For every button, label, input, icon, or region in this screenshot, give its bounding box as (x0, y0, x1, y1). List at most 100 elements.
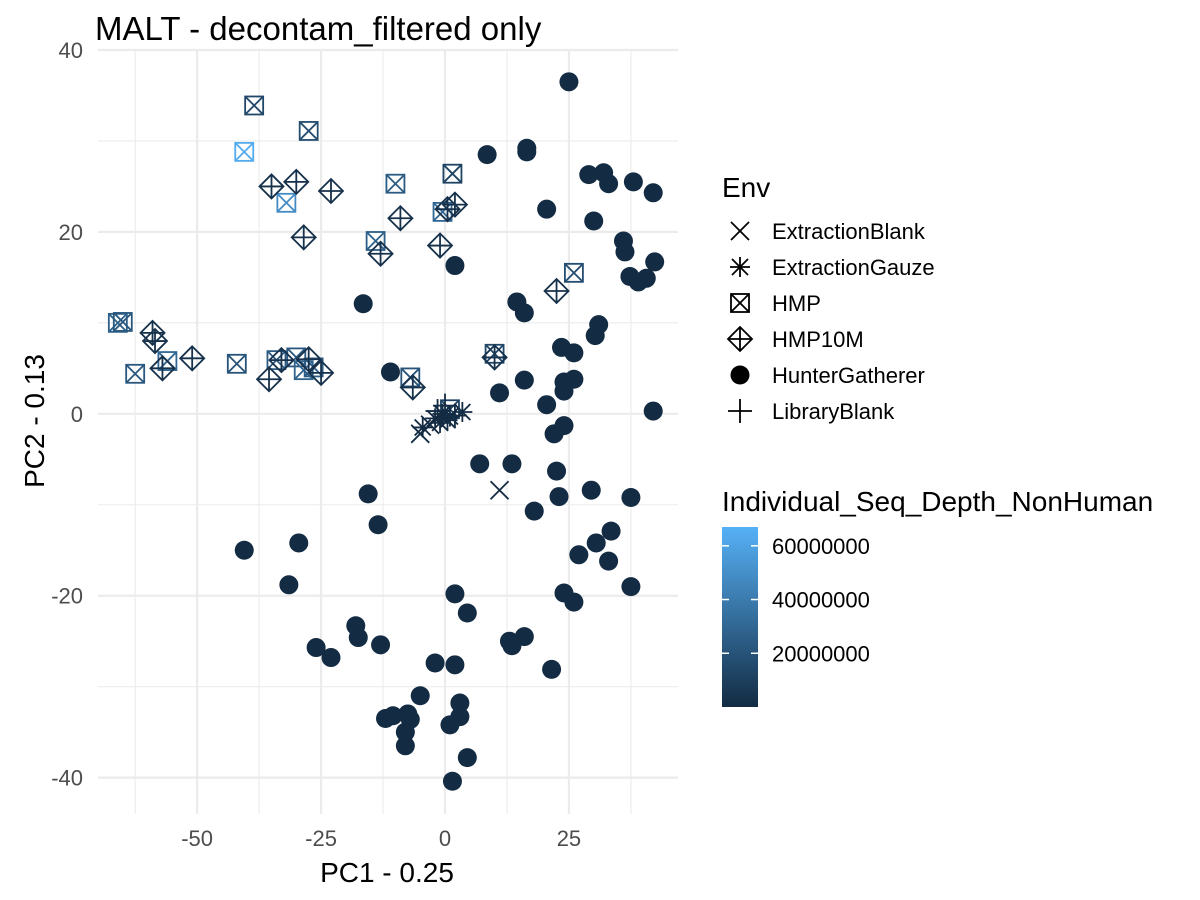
color-legend-bar (722, 527, 758, 707)
x-tick-label: -50 (181, 826, 213, 851)
point-HMP10M (178, 345, 206, 372)
x-tick-label: -25 (305, 826, 337, 851)
y-tick-label: -40 (51, 766, 83, 791)
point-HunterGatherer (457, 603, 477, 623)
point-HMP (298, 121, 319, 141)
point-HunterGatherer (643, 401, 663, 421)
point-HunterGatherer (410, 686, 430, 706)
point-HMP10M (426, 232, 454, 259)
legend: Env ExtractionBlank ExtractionGauze HMP HMP… (722, 172, 1153, 707)
point-HunterGatherer (517, 142, 537, 162)
grid-lines (98, 48, 678, 814)
point-HunterGatherer (470, 454, 490, 474)
point-HMP10M (367, 240, 394, 268)
point-HMP10M (268, 346, 295, 374)
point-HunterGatherer (537, 199, 557, 219)
chart-title: MALT - decontam_filtered only (95, 10, 542, 47)
x-axis-title: PC1 - 0.25 (320, 857, 454, 888)
point-HunterGatherer (440, 715, 460, 735)
tick-labels: -50 -25 0 25 -40 -20 0 20 40 (51, 38, 581, 851)
y-tick-label: 0 (71, 402, 83, 427)
point-HunterGatherer (321, 648, 341, 668)
point-HunterGatherer (559, 72, 579, 92)
legend-label-HMP10M: HMP10M (772, 327, 864, 352)
point-HunterGatherer (234, 540, 254, 560)
point-HunterGatherer (542, 659, 562, 679)
point-HunterGatherer (579, 165, 599, 185)
point-HunterGatherer (289, 533, 309, 553)
point-LibraryBlank (442, 403, 467, 428)
point-HunterGatherer (524, 501, 544, 521)
legend-key-HMP (730, 293, 750, 313)
point-HunterGatherer (383, 706, 403, 726)
point-HunterGatherer (615, 242, 635, 262)
point-HunterGatherer (645, 252, 665, 272)
point-HunterGatherer (371, 635, 391, 655)
point-HMP (432, 201, 453, 222)
point-ExtractionBlank (489, 480, 510, 500)
point-HMP10M (149, 355, 176, 382)
y-tick-label: 20 (59, 220, 83, 245)
point-HunterGatherer (599, 174, 619, 194)
shape-legend-items: ExtractionBlank ExtractionGauze HMP HMP10M H… (726, 219, 935, 424)
legend-label-ExtractionGauze: ExtractionGauze (772, 255, 935, 280)
point-HunterGatherer (477, 145, 497, 165)
legend-label-ExtractionBlank: ExtractionBlank (772, 219, 926, 244)
point-HunterGatherer (380, 362, 400, 382)
point-HunterGatherer (442, 771, 462, 791)
point-HMP (107, 312, 128, 333)
x-tick-label: 25 (557, 826, 581, 851)
x-tick-label: 0 (439, 826, 451, 851)
series-HMP10M (139, 168, 570, 401)
point-HMP10M (255, 365, 283, 393)
y-tick-label: 40 (59, 38, 83, 63)
y-tick-label: -20 (51, 584, 83, 609)
point-HMP (276, 192, 297, 213)
point-LibraryBlank (425, 399, 450, 424)
point-HunterGatherer (621, 487, 641, 507)
point-HunterGatherer (306, 638, 326, 658)
point-HMP10M (258, 173, 285, 200)
point-HunterGatherer (581, 480, 601, 500)
point-HMP (442, 163, 463, 184)
point-HunterGatherer (599, 551, 619, 571)
point-HunterGatherer (502, 636, 522, 656)
point-HMP10M (290, 224, 317, 251)
legend-key-ExtractionGauze (730, 257, 750, 277)
point-HMP10M (141, 327, 169, 355)
color-legend-label: 40000000 (772, 588, 870, 613)
legend-key-HMP10M (726, 325, 754, 353)
color-legend-ticks: 20000000 40000000 60000000 (722, 534, 870, 666)
point-HunterGatherer (445, 584, 465, 604)
color-legend-title: Individual_Seq_Depth_NonHuman (722, 486, 1153, 517)
point-HunterGatherer (623, 172, 643, 192)
legend-key-HunterGatherer (730, 365, 750, 385)
color-legend-label: 20000000 (772, 641, 870, 666)
point-HunterGatherer (586, 533, 606, 553)
point-HMP10M (317, 177, 345, 205)
point-HunterGatherer (636, 268, 656, 288)
series-HMP (107, 95, 584, 420)
point-HunterGatherer (445, 256, 465, 276)
point-HMP (125, 363, 146, 384)
point-HunterGatherer (353, 294, 373, 314)
point-HunterGatherer (544, 424, 564, 444)
y-axis-title: PC2 - 0.13 (19, 354, 50, 488)
color-legend-label: 60000000 (772, 534, 870, 559)
point-HMP10M (307, 359, 335, 387)
legend-label-HMP: HMP (772, 291, 821, 316)
point-HMP10M (399, 374, 427, 401)
point-HunterGatherer (621, 577, 641, 597)
point-HunterGatherer (569, 545, 589, 565)
shape-legend-title: Env (722, 172, 770, 203)
point-HunterGatherer (450, 693, 470, 713)
point-HMP (244, 95, 265, 116)
point-HMP10M (295, 345, 322, 373)
point-HunterGatherer (601, 521, 621, 541)
legend-key-ExtractionBlank (730, 221, 750, 241)
point-HunterGatherer (584, 211, 604, 231)
point-HunterGatherer (395, 722, 415, 742)
point-HunterGatherer (585, 326, 605, 346)
point-HMP10M (543, 277, 570, 305)
